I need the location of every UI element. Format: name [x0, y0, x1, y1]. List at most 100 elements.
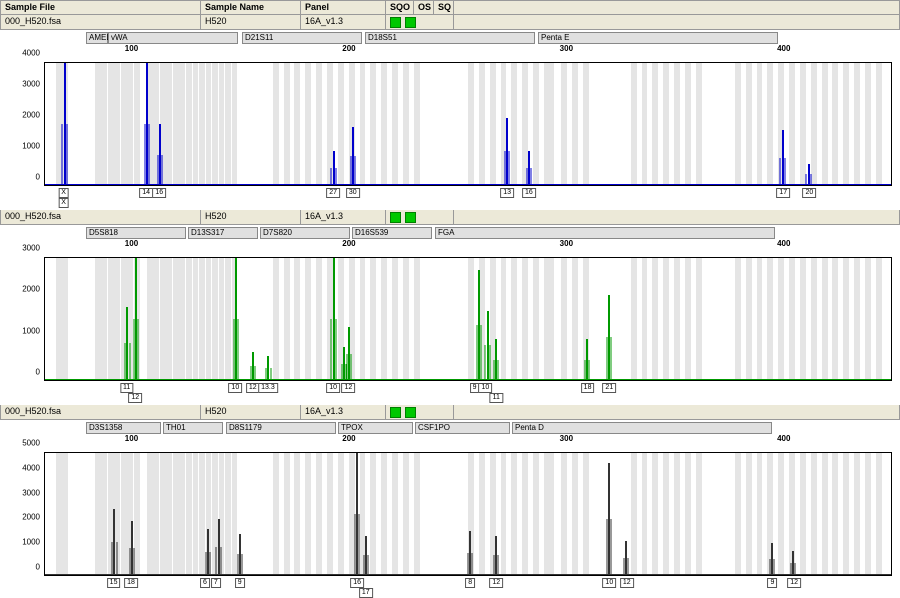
bin-stripe: [147, 453, 153, 575]
bin-stripe: [360, 258, 366, 380]
locus-label: D21S11: [242, 32, 362, 44]
bin-stripe: [533, 258, 539, 380]
peak-flank: [255, 366, 256, 380]
bin-stripe: [186, 453, 192, 575]
y-tick: 1000: [22, 142, 40, 151]
status-ok-icon: [390, 212, 401, 223]
peak-flank: [266, 368, 267, 380]
bin-stripe: [338, 63, 344, 185]
bin-stripe: [381, 63, 387, 185]
allele-call: 16: [522, 188, 536, 198]
bin-stripe: [468, 63, 474, 185]
peak-flank: [331, 319, 332, 380]
peak-flank: [157, 155, 158, 186]
bin-stripe: [876, 453, 882, 575]
bin-stripe: [166, 258, 172, 380]
peak-flank: [205, 552, 206, 575]
bin-stripe: [101, 63, 107, 185]
bin-stripe: [652, 453, 658, 575]
bin-stripe: [212, 258, 218, 380]
locus-label: TPOX: [338, 422, 413, 434]
chart-area[interactable]: 01000200030004000XX1416273013161720: [0, 54, 900, 204]
peak-flank: [585, 360, 586, 380]
bin-stripe: [800, 258, 806, 380]
allele-call: 10: [478, 383, 492, 393]
bin-stripe: [511, 63, 517, 185]
peak-flank: [494, 360, 495, 380]
bin-stripe: [800, 63, 806, 185]
bin-stripe: [284, 453, 290, 575]
peak-flank: [489, 345, 490, 380]
bin-stripe: [735, 63, 741, 185]
bin-stripe: [360, 63, 366, 185]
plot-region[interactable]: [44, 257, 892, 381]
chart-area[interactable]: 0100020003000400050001518679161781210129…: [0, 444, 900, 594]
peak-flank: [346, 364, 347, 380]
y-axis: 01000200030004000: [4, 62, 42, 186]
bin-stripe: [338, 453, 344, 575]
status-ok-icon: [390, 407, 401, 418]
bin-stripe: [822, 63, 828, 185]
peak-flank: [162, 155, 163, 186]
bin-stripe: [674, 258, 680, 380]
bin-stripe: [173, 453, 179, 575]
peak-flank: [220, 547, 221, 575]
peak-flank: [509, 151, 510, 185]
peak-flank: [606, 519, 607, 575]
allele-call: 6: [200, 578, 210, 588]
locus-bar: AMELvWAD21S11D18S51Penta E: [0, 30, 900, 44]
peak-flank: [476, 325, 477, 380]
bin-stripe: [832, 258, 838, 380]
panel-name: 16A_v1.3: [301, 405, 386, 419]
bin-stripe: [392, 258, 398, 380]
bin-stripe: [121, 63, 127, 185]
bin-stripe: [822, 453, 828, 575]
bin-stripe: [403, 258, 409, 380]
bin-stripe: [219, 258, 225, 380]
bin-stripe: [232, 453, 238, 575]
bin-stripe: [572, 63, 578, 185]
allele-call: 12: [620, 578, 634, 588]
bin-stripe: [160, 258, 166, 380]
peak-flank: [769, 559, 770, 575]
peak-flank: [363, 555, 364, 575]
bin-stripe: [370, 63, 376, 185]
peak-flank: [485, 345, 486, 380]
status-ok-icon: [405, 407, 416, 418]
bin-stripe: [583, 453, 589, 575]
bin-stripe: [193, 258, 199, 380]
peak-flank: [66, 124, 67, 185]
x-tick: 200: [342, 434, 355, 443]
sample-file: 000_H520.fsa: [1, 15, 201, 29]
bin-stripe: [56, 258, 62, 380]
bin-stripe: [490, 63, 496, 185]
locus-label: D13S317: [188, 227, 258, 239]
bin-stripe: [160, 453, 166, 575]
x-tick: 100: [125, 239, 138, 248]
plot-region[interactable]: [44, 452, 892, 576]
bin-stripe: [370, 258, 376, 380]
bin-stripe: [179, 258, 185, 380]
bin-stripe: [403, 453, 409, 575]
bin-stripe: [865, 63, 871, 185]
bin-stripe: [316, 453, 322, 575]
bin-stripe: [468, 258, 474, 380]
bin-stripe: [746, 63, 752, 185]
bin-stripe: [583, 63, 589, 185]
bin-stripe: [757, 258, 763, 380]
bin-stripe: [696, 63, 702, 185]
bin-stripe: [414, 453, 420, 575]
peak-flank: [795, 563, 796, 575]
peak-flank: [270, 368, 271, 380]
peak-flank: [504, 151, 505, 185]
plot-region[interactable]: [44, 62, 892, 186]
chart-area[interactable]: 01000200030001112101213.31012910111821: [0, 249, 900, 399]
bin-stripe: [663, 453, 669, 575]
bin-stripe: [62, 453, 68, 575]
baseline: [45, 184, 891, 185]
locus-label: D16S539: [352, 227, 432, 239]
bin-stripe: [186, 63, 192, 185]
bin-stripe: [134, 63, 140, 185]
bin-stripe: [127, 63, 133, 185]
allele-call: 9: [767, 578, 777, 588]
